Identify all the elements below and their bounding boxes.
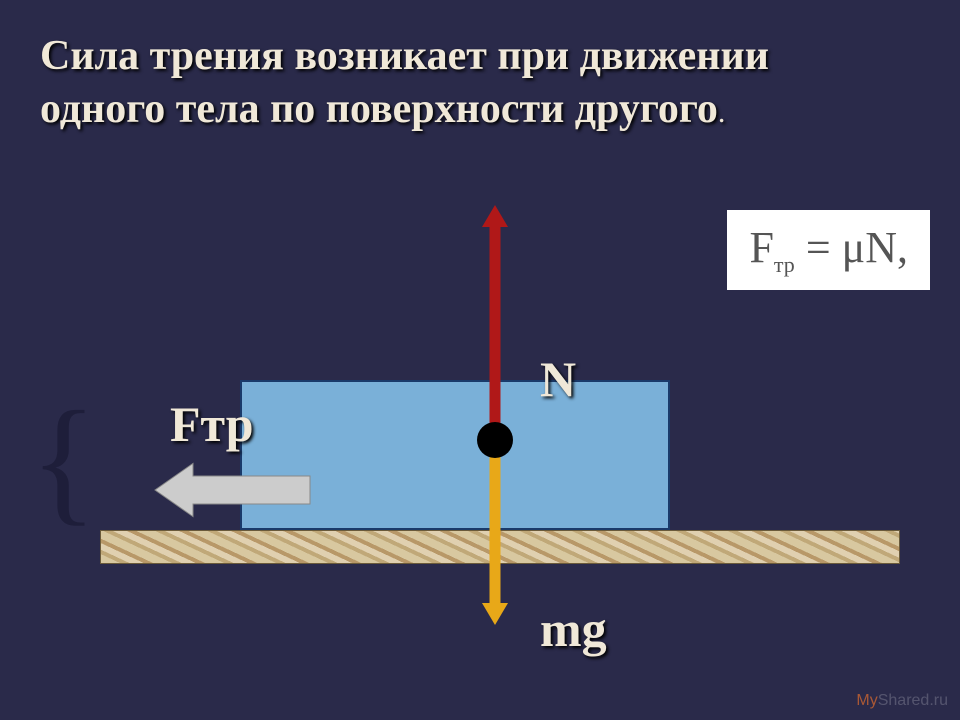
friction-force-arrow bbox=[100, 360, 101, 361]
center-of-mass bbox=[477, 422, 513, 458]
formula-box: Fтр = μN, bbox=[727, 210, 930, 290]
watermark-my: My bbox=[856, 692, 877, 709]
formula-sub: тр bbox=[774, 252, 795, 277]
formula-right: = μN, bbox=[795, 223, 908, 272]
label-N: N bbox=[540, 350, 576, 408]
label-mg: mg bbox=[540, 600, 607, 658]
formula-F: F bbox=[749, 223, 773, 272]
body-block bbox=[240, 380, 670, 530]
slide-title: Сила трения возникает при движении одног… bbox=[40, 30, 820, 135]
watermark: MyShared.ru bbox=[856, 692, 948, 710]
title-text: Сила трения возникает при движении одног… bbox=[40, 33, 769, 132]
label-Ftr: Fтр bbox=[170, 395, 254, 453]
force-diagram: N mg Fтр bbox=[100, 360, 900, 700]
watermark-shared: Shared bbox=[878, 692, 930, 709]
watermark-ru: .ru bbox=[929, 692, 948, 709]
decorative-brace: { bbox=[30, 380, 97, 541]
